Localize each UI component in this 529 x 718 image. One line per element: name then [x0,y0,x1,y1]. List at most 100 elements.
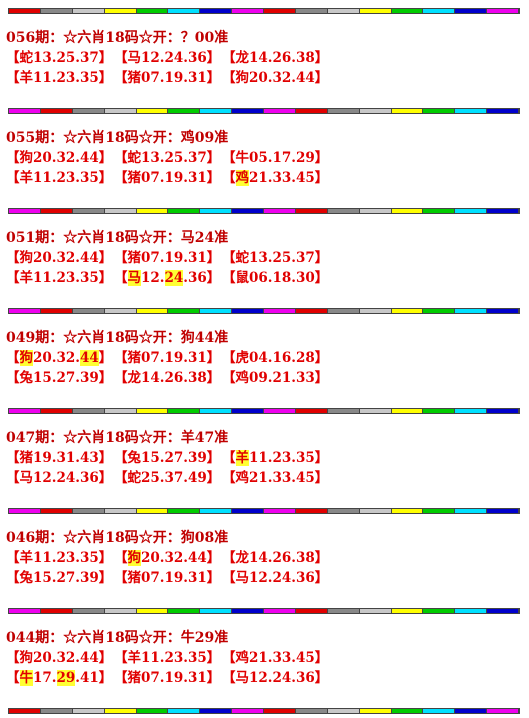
entry-text: 【马12.24.36】 [222,670,329,686]
entry-text: 【 [114,550,128,566]
highlight: 24 [164,270,184,286]
section: 056期：☆六肖18码☆开：？00准 【蛇13.25.37】 【马12.24.36】… [6,28,526,88]
entry: 【蛇13.25.37】 [6,48,114,68]
entry-text: 【狗20.32.44】 [222,70,329,86]
section-title: 044期：☆六肖18码☆开：牛29准 [6,630,229,646]
entry: 【羊11.23.35】 [6,168,114,188]
entry-text: 【羊11.23.35】 [6,550,113,566]
entry-text: 【鼠06.18.30】 [222,270,329,286]
entry: 【兔15.27.39】 [6,568,114,588]
entry-text: 【蛇13.25.37】 [6,50,113,66]
entry-row: 【蛇13.25.37】 【马12.24.36】 【龙14.26.38】 [6,48,526,68]
entry-text: .36】 [183,270,221,286]
entry-text: 【猪07.19.31】 [114,570,221,586]
entry: 【猪07.19.31】 [114,168,222,188]
entry-row: 【狗20.32.44】 【猪07.19.31】 【虎04.16.28】 [6,348,526,368]
highlight: 狗 [19,350,33,366]
entry-text: 17. [33,670,57,686]
color-bar [8,408,520,414]
entry-text: 【 [6,670,20,686]
entry: 【蛇13.25.37】 [114,148,222,168]
entry: 【兔15.27.39】 [6,368,114,388]
entry-text: 【虎04.16.28】 [222,350,329,366]
entry: 【羊11.23.35】 [6,548,114,568]
entry: 【狗20.32.44】 [6,248,114,268]
entry-text: .41】 [75,670,113,686]
entry: 【马12.24.36】 [6,468,114,488]
entry-text: 【狗20.32.44】 [6,150,113,166]
entry-row: 【狗20.32.44】 【羊11.23.35】 【鸡21.33.45】 [6,648,526,668]
color-bar [8,8,520,14]
color-bar [8,508,520,514]
entry: 【马12.24.36】 [222,668,330,688]
entry-row: 【羊11.23.35】 【猪07.19.31】 【狗20.32.44】 [6,68,526,88]
entry: 【马12.24.36】 [114,48,222,68]
highlight: 牛 [19,670,33,686]
entry: 【鸡21.33.45】 [222,168,330,188]
entry-text: 【羊11.23.35】 [6,70,113,86]
entry-text: 【马12.24.36】 [222,570,329,586]
entry: 【猪07.19.31】 [114,348,222,368]
entry-text: 【猪07.19.31】 [114,170,221,186]
entry-row: 【兔15.27.39】 【猪07.19.31】 【马12.24.36】 [6,568,526,588]
entry-text: 【鸡09.21.33】 [222,370,329,386]
entry: 【鸡21.33.45】 [222,468,330,488]
entry-row: 【羊11.23.35】 【猪07.19.31】 【鸡21.33.45】 [6,168,526,188]
entry-text: 【羊11.23.35】 [6,270,113,286]
entry-text: 【蛇13.25.37】 [222,250,329,266]
entry: 【马12.24.36】 [114,268,222,288]
entry: 【羊11.23.35】 [6,68,114,88]
section: 044期：☆六肖18码☆开：牛29准【狗20.32.44】 【羊11.23.35】… [6,628,526,688]
entry-row: 【马12.24.36】 【蛇25.37.49】 【鸡21.33.45】 [6,468,526,488]
entry: 【兔15.27.39】 [114,448,222,468]
entry-text: 【 [114,270,128,286]
entry-text: 【猪19.31.43】 [6,450,113,466]
entry-row: 【猪19.31.43】 【兔15.27.39】 【羊11.23.35】 [6,448,526,468]
entry-text: 【 [6,350,20,366]
entry-text: 【 [222,450,236,466]
entry: 【鸡09.21.33】 [222,368,330,388]
entry-row: 【羊11.23.35】 【狗20.32.44】 【龙14.26.38】 [6,548,526,568]
entry: 【猪07.19.31】 [114,568,222,588]
entry-row: 【羊11.23.35】 【马12.24.36】 【鼠06.18.30】 [6,268,526,288]
entry: 【蛇13.25.37】 [222,248,330,268]
entry-text: 【蛇25.37.49】 [114,470,221,486]
entry: 【鼠06.18.30】 [222,268,330,288]
entry: 【猪07.19.31】 [114,68,222,88]
entry: 【鸡21.33.45】 [222,648,330,668]
entry-text: 【 [222,170,236,186]
entry: 【狗20.32.44】 [114,548,222,568]
color-bar [8,108,520,114]
entry-text: 【马12.24.36】 [6,470,113,486]
entry-text: 【蛇13.25.37】 [114,150,221,166]
entry-text: 【龙14.26.38】 [222,550,329,566]
highlight: 羊 [235,450,249,466]
entry-text: 【鸡21.33.45】 [222,470,329,486]
entry-text: 【鸡21.33.45】 [222,650,329,666]
entry-text: 【兔15.27.39】 [114,450,221,466]
entry-row: 【狗20.32.44】 【蛇13.25.37】 【牛05.17.29】 [6,148,526,168]
section-title: 047期：☆六肖18码☆开：羊47准 [6,430,229,446]
entry-text: 【兔15.27.39】 [6,570,113,586]
highlight: 44 [79,350,99,366]
color-bar [8,708,520,714]
color-bar [8,608,520,614]
section: 049期：☆六肖18码☆开：狗44准 【狗20.32.44】 【猪07.19.31】… [6,328,526,388]
entry: 【猪19.31.43】 [6,448,114,468]
entry-text: 【羊11.23.35】 [6,170,113,186]
section: 051期：☆六肖18码☆开：马24准【狗20.32.44】 【猪07.19.31】… [6,228,526,288]
entry: 【猪07.19.31】 [114,668,222,688]
entry-text: 【狗20.32.44】 [6,650,113,666]
entry: 【羊11.23.35】 [222,448,330,468]
section-title: 051期：☆六肖18码☆开：马24准 [6,230,229,246]
entry-text: 】 [98,350,113,366]
entry: 【狗20.32.44】 [6,148,114,168]
entry-text: 【猪07.19.31】 [114,70,221,86]
entry: 【狗20.32.44】 [222,68,330,88]
entry-text: 12. [141,270,165,286]
highlight: 狗 [127,550,141,566]
entry-row: 【狗20.32.44】 【猪07.19.31】 【蛇13.25.37】 [6,248,526,268]
entry: 【牛05.17.29】 [222,148,330,168]
section-title: 056期：☆六肖18码☆开：？00准 [6,30,229,46]
entry-text: 21.33.45】 [249,170,329,186]
